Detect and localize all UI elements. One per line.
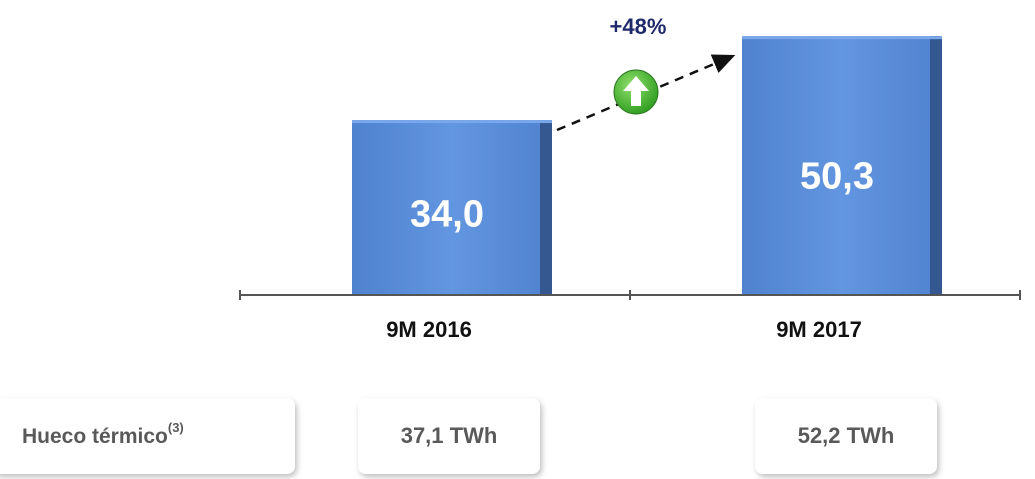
bar-top: [742, 36, 942, 40]
bar-side: [930, 36, 942, 296]
up-icon-arrow: [623, 76, 649, 106]
footer-boxes: [0, 398, 937, 474]
x-tick-label: 9M 2016: [386, 317, 472, 342]
x-tick-label: 9M 2017: [776, 317, 862, 342]
footer-cell-box: [358, 398, 540, 474]
bar: [352, 120, 552, 296]
footer-label: Hueco térmico(3): [22, 420, 184, 447]
footer-label-text: Hueco térmico: [22, 425, 168, 448]
value-label: 50,3: [800, 156, 874, 198]
footer-cell: 52,2 TWh: [798, 423, 895, 448]
footer-cell-box: [755, 398, 937, 474]
footer-label-box: [0, 398, 295, 474]
footer-label-note: (3): [168, 420, 184, 435]
bar: [742, 36, 942, 296]
plot-area: 34,0 9M 2016 50,3 9M 2017: [239, 36, 1021, 342]
value-label: 34,0: [410, 193, 484, 235]
footer-cell: 37,1 TWh: [401, 423, 498, 448]
bar-side: [540, 120, 552, 296]
growth-annotation: +48%: [610, 14, 667, 39]
bar-top: [352, 120, 552, 124]
